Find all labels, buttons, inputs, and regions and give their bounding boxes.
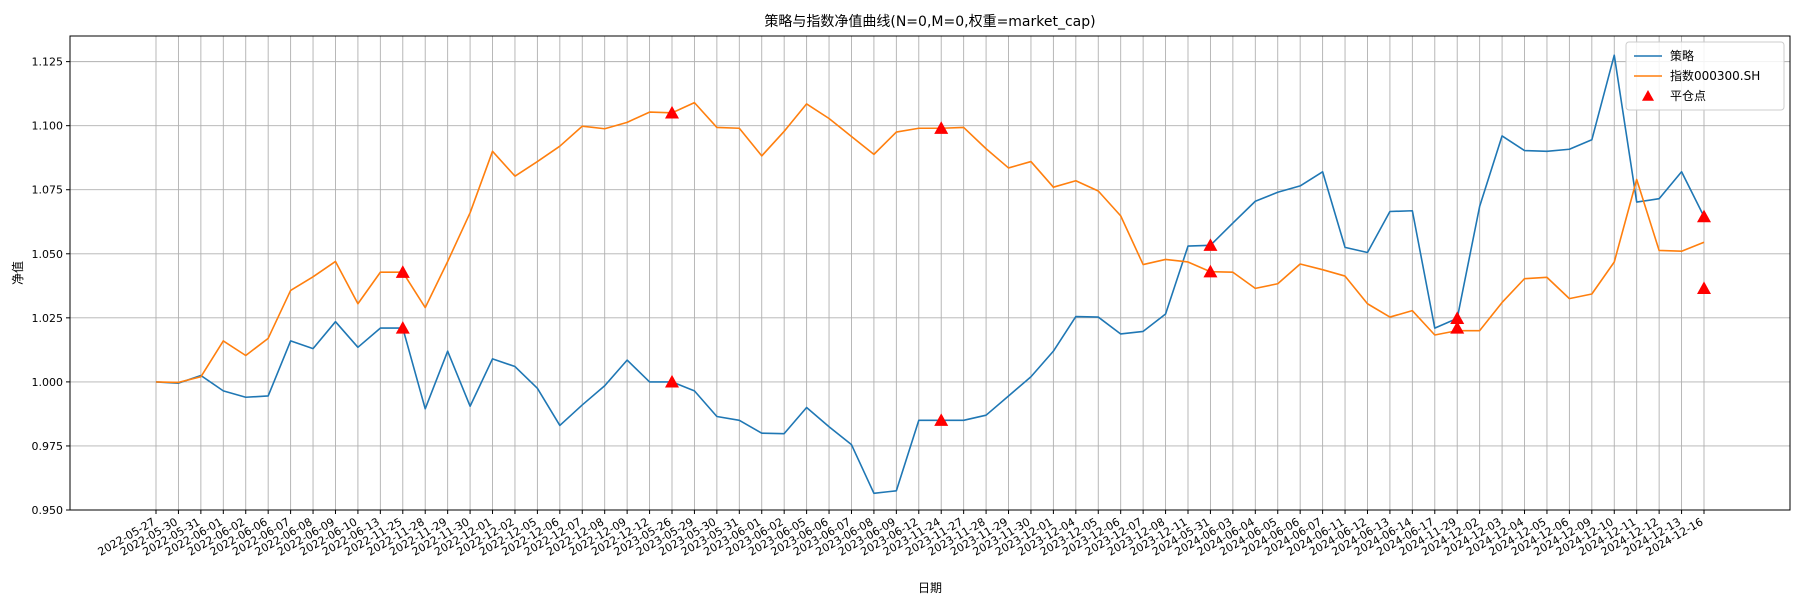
y-tick-label: 1.050 <box>32 248 64 261</box>
close-point-marker <box>934 413 949 426</box>
y-tick-label: 1.000 <box>32 376 64 389</box>
strategy-series-line <box>155 54 1705 495</box>
y-tick-label: 1.100 <box>32 120 64 133</box>
close-point-marker <box>665 374 679 388</box>
marker-layer <box>395 105 1711 426</box>
series-layer <box>155 54 1705 495</box>
close-point-marker <box>1203 264 1218 278</box>
close-point-marker <box>395 265 410 278</box>
close-point-marker <box>395 321 410 334</box>
axis-layer: 2022-05-272022-05-302022-05-312022-06-01… <box>32 56 1706 559</box>
legend-marker-label: 平仓点 <box>1670 89 1706 103</box>
plot-frame <box>69 35 1791 511</box>
x-axis-title: 日期 <box>918 581 942 595</box>
close-point-marker <box>934 121 949 134</box>
y-tick-label: 1.075 <box>32 184 64 197</box>
close-point-marker <box>1697 209 1711 223</box>
close-point-marker <box>1450 321 1465 334</box>
close-point-marker <box>1203 238 1218 251</box>
y-tick-label: 0.975 <box>32 440 64 453</box>
close-point-marker <box>665 105 679 119</box>
y-axis-title: 净值 <box>10 261 25 285</box>
index-series-line <box>155 101 1705 384</box>
grid-layer <box>70 36 1790 511</box>
close-point-marker <box>1697 281 1711 294</box>
y-tick-label: 1.125 <box>32 56 64 69</box>
legend-index-label: 指数000300.SH <box>1670 68 1760 83</box>
y-tick-label: 0.950 <box>32 504 64 517</box>
legend-box <box>1625 41 1785 111</box>
legend-strategy-label: 策略 <box>1670 48 1694 63</box>
close-point-marker <box>1450 311 1465 324</box>
legend-marker-swatch <box>1642 90 1654 101</box>
y-tick-label: 1.025 <box>32 312 64 325</box>
chart-title: 策略与指数净值曲线(N=0,M=0,权重=market_cap) <box>764 13 1095 30</box>
